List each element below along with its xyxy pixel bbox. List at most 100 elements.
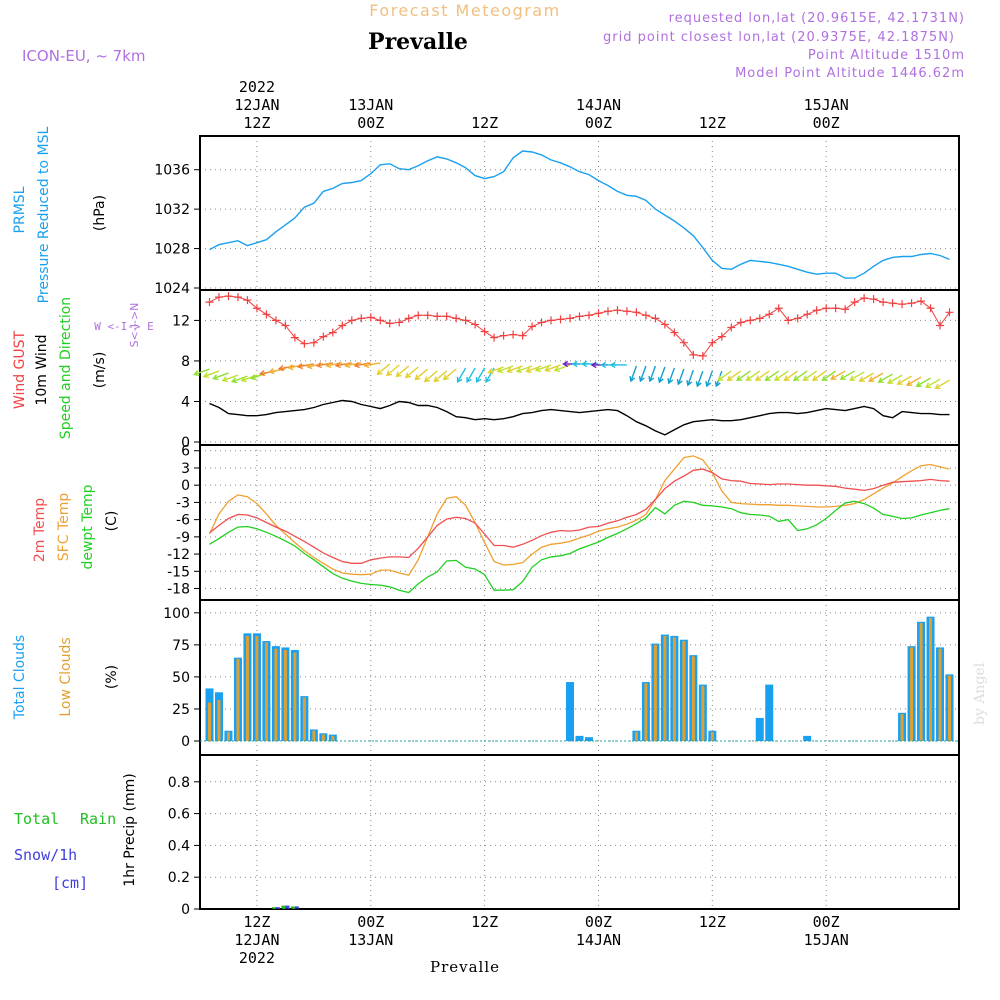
- gust-marker: [708, 338, 717, 347]
- wind-arrow-head: [231, 377, 238, 384]
- pressure-line: [209, 150, 950, 279]
- time-label-top: 12Z: [471, 114, 498, 132]
- time-label-top: 14JAN: [576, 96, 621, 114]
- gust-marker: [898, 300, 907, 309]
- low-cloud-bar: [634, 732, 638, 741]
- low-cloud-bar: [644, 683, 648, 741]
- low-cloud-bar: [283, 649, 287, 741]
- wind-arrow: [696, 370, 704, 387]
- wind-arrow: [658, 366, 666, 383]
- low-cloud-bar: [274, 648, 278, 741]
- low-cloud-bar: [682, 641, 686, 741]
- wind-arrow: [812, 370, 827, 381]
- wind-arrow-head: [515, 367, 523, 374]
- wind-arrow-head: [600, 361, 607, 369]
- wind-arrow-head: [934, 383, 941, 389]
- gust-marker: [784, 316, 793, 325]
- precip-labels: Total Rain Snow/1h [cm] 1hr Precip (mm): [14, 773, 138, 892]
- gust-marker: [319, 332, 328, 341]
- wind-arrow-head: [466, 376, 472, 384]
- gust-marker: [774, 304, 783, 313]
- time-label-bottom: 12Z: [471, 913, 498, 931]
- y-tick-label: 0: [181, 902, 190, 918]
- gust-marker: [622, 307, 631, 316]
- low-cloud-bar: [302, 697, 306, 741]
- gust-marker: [575, 312, 584, 321]
- gust-marker: [281, 321, 290, 330]
- wind-arrow: [443, 368, 457, 380]
- gust-marker: [262, 310, 271, 319]
- gust-marker: [347, 316, 356, 325]
- gust-marker: [869, 295, 878, 304]
- low-cloud-bar: [653, 644, 657, 741]
- y-tick-label: 0.4: [168, 838, 190, 854]
- time-label-top: 12Z: [243, 114, 270, 132]
- cloud-labels: Total Clouds Low Clouds (%): [12, 635, 120, 720]
- low-cloud-bar: [236, 658, 240, 741]
- panel-frame: [199, 135, 960, 291]
- gust-marker: [613, 306, 622, 315]
- precip-snow-label: Snow/1h: [14, 846, 77, 864]
- y-tick-label: 0.8: [168, 775, 190, 791]
- precip-total-label: Total: [14, 810, 59, 828]
- pressure-reduced-label: Pressure Reduced to MSL: [36, 126, 52, 303]
- wind-arrow-head: [496, 367, 504, 374]
- total-cloud-bar: [575, 735, 584, 741]
- wind-arrow: [830, 370, 846, 380]
- wind-arrow-head: [475, 376, 482, 384]
- wind-arrow-head: [433, 376, 440, 383]
- wind-arrow: [213, 372, 229, 380]
- gust-marker: [765, 310, 774, 319]
- y-tick-label: 0.2: [168, 870, 190, 886]
- total-cloud-bar: [584, 737, 593, 741]
- wind-arrow: [364, 362, 381, 367]
- total-cloud-bar: [566, 682, 575, 741]
- wind-arrow: [840, 370, 855, 380]
- gust-marker: [404, 314, 413, 323]
- wind-arrow-head: [686, 380, 693, 387]
- gust-marker: [831, 304, 840, 313]
- requested-coordinates: requested lon,lat (20.9615E, 42.1731N): [669, 11, 965, 26]
- low-cloud-bar: [217, 699, 221, 741]
- time-label-top: 12JAN: [234, 96, 279, 114]
- wind-arrow-head: [745, 375, 752, 382]
- wind-arrow-head: [717, 375, 724, 382]
- wind-arrow: [935, 379, 950, 389]
- wind-10m-label: 10m Wind: [34, 334, 50, 405]
- y-tick-label: 0: [181, 478, 190, 494]
- wind-arrow-head: [783, 375, 790, 382]
- prmsl-labels: PRMSL Pressure Reduced to MSL (hPa): [12, 126, 108, 303]
- low-cloud-bar: [691, 656, 695, 741]
- wind-gust-label: Wind GUST: [12, 330, 28, 409]
- gust-marker: [518, 331, 527, 340]
- low-cloud-bar: [207, 702, 211, 741]
- y-tick-label: 25: [172, 702, 190, 718]
- gust-marker: [936, 321, 945, 330]
- gust-marker: [603, 307, 612, 316]
- panel-5: 0 0.2 0.4 0.6 0.8: [168, 754, 960, 918]
- gust-marker: [442, 312, 451, 321]
- wind-labels: Wind GUST 10m Wind Speed and Direction (…: [12, 297, 154, 439]
- wind-arrow: [414, 368, 429, 380]
- wind-unit: (m/s): [92, 352, 108, 389]
- time-label-bottom: 14JAN: [576, 931, 621, 949]
- wind-arrow: [727, 370, 742, 381]
- wind-arrow-head: [334, 361, 341, 369]
- wind-arrow-head: [268, 368, 275, 375]
- wind-arrow: [906, 376, 922, 386]
- gust-marker: [803, 310, 812, 319]
- gust-marker: [490, 333, 499, 342]
- wind-arrow-head: [811, 375, 819, 382]
- y-tick-label: 1028: [154, 242, 190, 258]
- panel-1: 1024 1028 1032 1036: [154, 135, 960, 297]
- gust-marker: [841, 305, 850, 314]
- wind-arrow-head: [667, 378, 674, 385]
- wind-arrow: [203, 370, 220, 378]
- y-tick-label: 0.6: [168, 807, 190, 823]
- y-tick-label: 0: [181, 435, 190, 451]
- wind-gust-line: [209, 295, 950, 357]
- y-tick-label: -15: [167, 564, 190, 580]
- wind-arrow-head: [849, 375, 856, 381]
- wind-arrow-head: [385, 370, 393, 377]
- panel-frame: [199, 754, 960, 910]
